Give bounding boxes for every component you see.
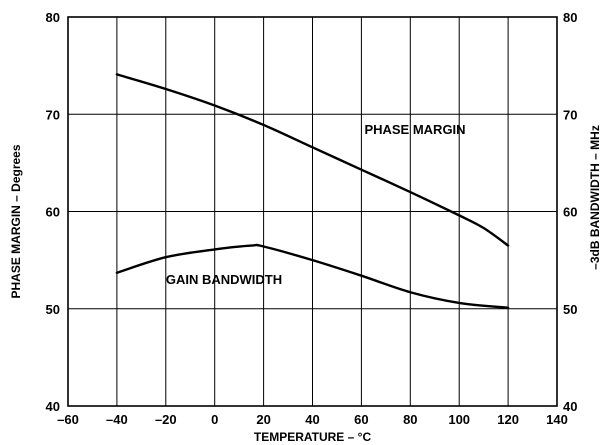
- y-tick-label-left: 40: [46, 399, 60, 414]
- x-tick-label: –40: [106, 412, 128, 427]
- x-tick-label: 60: [354, 412, 368, 427]
- y-tick-label-right: 40: [563, 399, 577, 414]
- y-tick-label-left: 60: [46, 205, 60, 220]
- plot-frame: [67, 16, 558, 407]
- y-tick-label-right: 50: [563, 302, 577, 317]
- x-tick-label: –60: [57, 412, 79, 427]
- y-tick-label-right: 70: [563, 107, 577, 122]
- x-tick-label: 100: [448, 412, 470, 427]
- y-tick-label-right: 80: [563, 10, 577, 25]
- series-lines: [115, 73, 510, 309]
- series-label-gain-bandwidth: GAIN BANDWIDTH: [166, 272, 282, 287]
- x-tick-label: 20: [256, 412, 270, 427]
- x-tick-label: –20: [155, 412, 177, 427]
- y-tick-label-left: 80: [46, 10, 60, 25]
- x-axis-title: TEMPERATURE – °C: [254, 430, 372, 444]
- series-label-phase-margin: PHASE MARGIN: [364, 122, 465, 137]
- series-line-phase-margin: [115, 73, 510, 247]
- y-tick-label-right: 60: [563, 205, 577, 220]
- y-axis-title-right: –3dB BANDWIDTH – MHz: [588, 125, 602, 270]
- series-line-gain-bandwidth: [115, 243, 510, 309]
- y-axis-title-left: PHASE MARGIN – Degrees: [9, 144, 23, 298]
- tick-labels: –60 –40 –20 0 20 40 60 80 100 120 1404050607080405…: [46, 10, 578, 427]
- x-tick-label: 140: [546, 412, 568, 427]
- x-tick-label: 120: [497, 412, 519, 427]
- x-tick-label: 0: [211, 412, 218, 427]
- x-tick-label: 80: [403, 412, 417, 427]
- x-tick-label: 40: [305, 412, 319, 427]
- y-tick-label-left: 50: [46, 302, 60, 317]
- y-tick-label-left: 70: [46, 107, 60, 122]
- grid: [68, 17, 557, 406]
